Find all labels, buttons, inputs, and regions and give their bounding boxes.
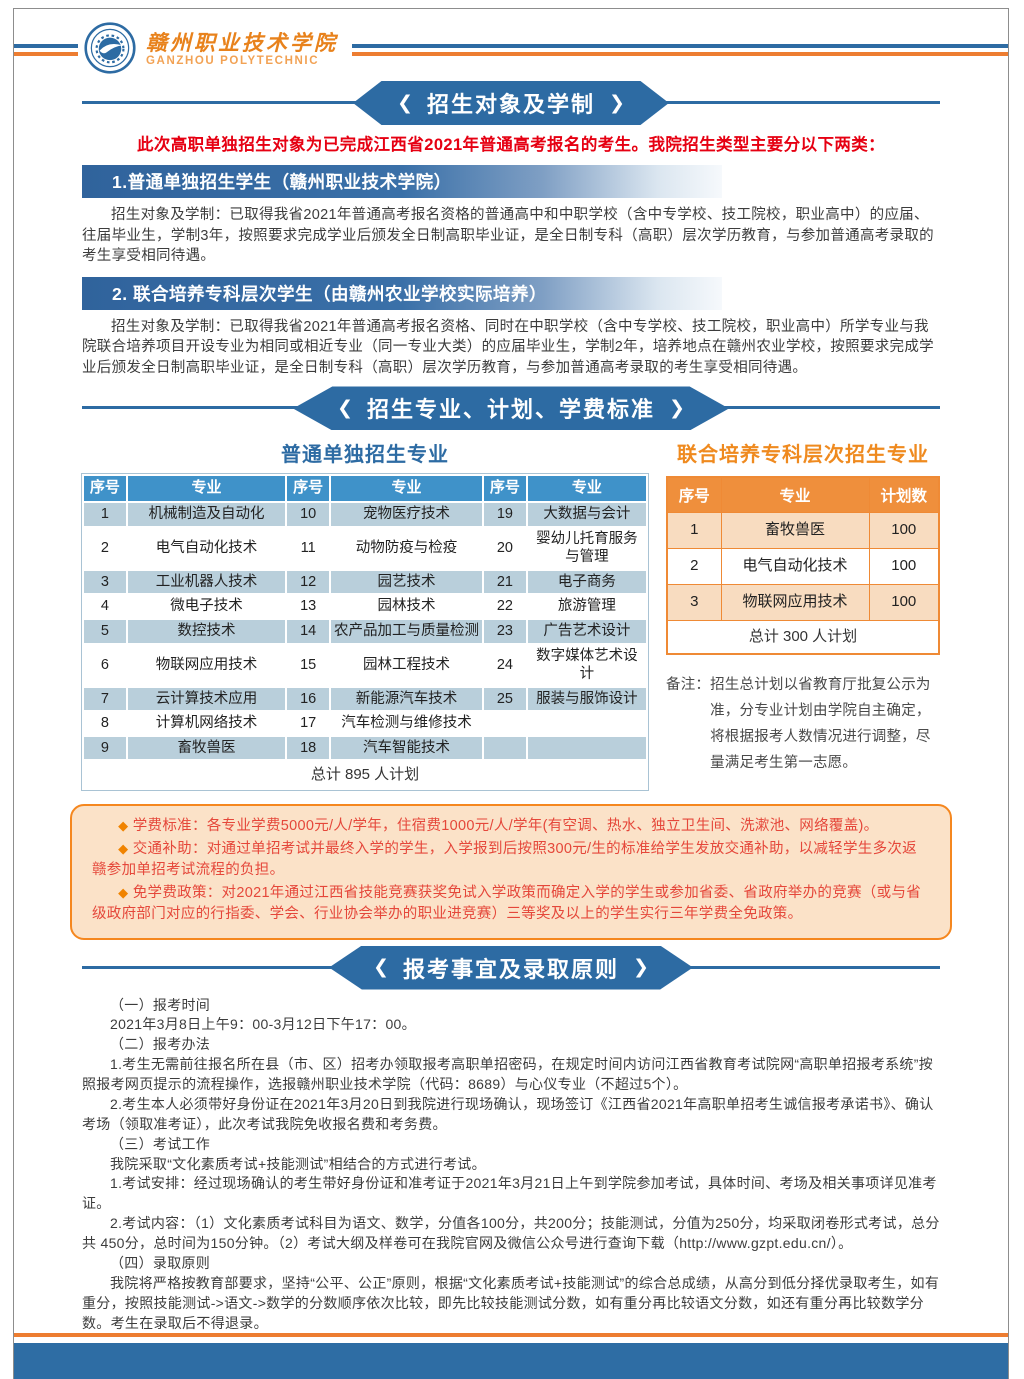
school-logo-icon (84, 21, 136, 79)
diamond-bullet-icon: ◆ (118, 885, 129, 901)
banner-majors-plan-fees: ❮ 招生专业、计划、学费标准 ❯ (82, 386, 940, 431)
school-name: 赣州职业技术学院 GANZHOU POLYTECHNIC (146, 32, 338, 68)
table-row: 1 畜牧兽医 100 (666, 512, 940, 550)
col-header: 序号 (482, 474, 528, 504)
banner-admission-targets: ❮ 招生对象及学制 ❯ (82, 81, 940, 125)
table-footer-row: 总计 895 人计划 (82, 759, 648, 791)
rules-paragraph: 2021年3月8日上午9：00-3月12日下午17：00。 (110, 1016, 416, 1033)
table-row: 6 物联网应用技术 15 园林工程技术 24 数字媒体艺术设计 (82, 642, 649, 688)
section-title: 招生对象及学制 (426, 92, 595, 117)
table-row: 9 畜牧兽医 18 汽车智能技术 (82, 734, 649, 762)
rules-paragraph: 1.考试安排：经过现场确认的考生带好身份证和准考证于2021年3月21日上午到学… (82, 1175, 937, 1212)
majors-area: 普通单独招生专业 序号 专业 序号 专业 序号 专业 (81, 436, 940, 792)
col-header: 计划数 (868, 476, 940, 514)
plan-note: 备注： 招生总计划以省教育厅批复公示为准，分专业计划由学院自主确定，将根据报考人… (666, 673, 940, 776)
table-header-row: 序号 专业 计划数 (666, 476, 940, 514)
note-label: 备注： (666, 677, 711, 694)
table-row: 7 云计算技术应用 16 新能源汽车技术 25 服装与服饰设计 (82, 685, 649, 713)
table-total: 总计 300 人计划 (666, 619, 940, 655)
diamond-bullet-icon: ◆ (118, 841, 129, 857)
chevron-right-icon: ❯ (609, 92, 625, 114)
school-name-cn: 赣州职业技术学院 (146, 32, 338, 56)
chevron-right-icon: ❯ (669, 397, 685, 419)
col-header: 专业 (329, 474, 485, 504)
school-name-en: GANZHOU POLYTECHNIC (146, 55, 320, 68)
header-rule-right (352, 44, 1008, 56)
col-header: 序号 (82, 474, 128, 504)
col-header: 序号 (285, 474, 332, 504)
table-row: 5 数控技术 14 农产品加工与质量检测 23 广告艺术设计 (82, 617, 649, 645)
table-row: 1 机械制造及自动化 10 宠物医疗技术 19 大数据与会计 (82, 501, 649, 528)
footer-orange-rule (14, 1333, 1008, 1338)
rules-paragraph: （一）报考时间 (110, 996, 211, 1013)
type2-header-bar: 2. 联合培养专科层次学生（由赣州农业学校实际培养） (82, 276, 722, 310)
table-row: 3 工业机器人技术 12 园艺技术 21 电子商务 (82, 568, 649, 596)
table-row: 8 计算机网络技术 17 汽车检测与维修技术 (82, 710, 649, 737)
joint-majors-table: 序号 专业 计划数 1 畜牧兽医 100 2 电气自动化技术 100 (666, 476, 940, 656)
rules-paragraph: 我院将严格按教育部要求，坚持“公平、公正”原则，根据“文化素质考试+技能测试”的… (82, 1274, 940, 1331)
rules-paragraph: （三）考试工作 (110, 1135, 211, 1152)
chevron-right-icon: ❯ (633, 957, 649, 978)
table-row: 4 微电子技术 13 园林技术 22 旅游管理 (82, 593, 649, 620)
chevron-left-icon: ❮ (337, 397, 353, 419)
general-majors-title: 普通单独招生专业 (281, 444, 449, 467)
type1-body: 招生对象及学制：已取得我省2021年普通高考报名资格的普通高中和中职学校（含中专… (82, 207, 934, 265)
application-rules-text: （一）报考时间 2021年3月8日上午9：00-3月12日下午17：00。 （二… (82, 996, 940, 1334)
joint-majors-column: 联合培养专科层次招生专业 序号 专业 计划数 1 畜牧兽医 100 (666, 436, 940, 790)
type1-header-bar: 1.普通单独招生学生（赣州职业技术学院） (82, 165, 722, 198)
table-header-row: 序号 专业 序号 专业 序号 专业 (82, 474, 649, 504)
col-header: 专业 (720, 476, 870, 514)
table-row: 2 电气自动化技术 11 动物防疫与检疫 20 婴幼儿托育服务与管理 (82, 525, 649, 571)
col-header: 专业 (525, 474, 649, 504)
rules-paragraph: （四）录取原则 (110, 1254, 211, 1271)
table-row: 2 电气自动化技术 100 (666, 548, 940, 585)
fee-item: ◆ 交通补助：对通过单招考试并最终入学的学生，入学报到后按照300元/生的标准给… (92, 841, 917, 879)
diamond-bullet-icon: ◆ (118, 818, 129, 834)
header-rule-left (14, 44, 78, 56)
rules-paragraph: 2.考生本人必须带好身份证在2021年3月20日到我院进行现场确认，现场签订《江… (82, 1095, 934, 1132)
note-body: 招生总计划以省教育厅批复公示为准，分专业计划由学院自主确定，将根据报考人数情况进… (710, 677, 931, 771)
general-majors-table: 序号 专业 序号 专业 序号 专业 1 机械制造及自动化 10 宠物医疗技术 19 大… (81, 473, 649, 792)
rules-paragraph: 我院采取“文化素质考试+技能测试”相结合的方式进行考试。 (110, 1155, 486, 1172)
col-header: 序号 (666, 476, 722, 514)
flyer-page: 赣州职业技术学院 GANZHOU POLYTECHNIC ❮ 招生对象及学制 ❯… (13, 8, 1009, 1379)
col-header: 专业 (125, 474, 288, 504)
rules-paragraph: （二）报考办法 (110, 1036, 211, 1053)
general-majors-column: 普通单独招生专业 序号 专业 序号 专业 序号 专业 (81, 436, 649, 792)
table-total: 总计 895 人计划 (82, 759, 648, 791)
rules-paragraph: 2.考试内容：（1）文化素质考试科目为语文、数学，分值各100分，共200分；技… (82, 1215, 940, 1251)
chevron-left-icon: ❮ (397, 92, 413, 114)
rules-paragraph: 1.考生无需前往报名所在县（市、区）招考办领取报考高职单招密码，在规定时间内访问… (82, 1056, 933, 1092)
table-row: 3 物联网应用技术 100 (666, 583, 940, 621)
section-title: 招生专业、计划、学费标准 (366, 397, 655, 423)
chevron-left-icon: ❮ (373, 957, 389, 978)
joint-majors-title: 联合培养专科层次招生专业 (677, 444, 929, 467)
intro-text: 此次高职单独招生对象为已完成江西省2021年普通高考报名的考生。我院招生类型主要… (136, 136, 886, 154)
table-footer-row: 总计 300 人计划 (666, 619, 940, 655)
footer-blue-bar (14, 1343, 1008, 1379)
page-footer (14, 1333, 1008, 1379)
section-title: 报考事宜及录取原则 (402, 956, 619, 982)
type2-body: 招生对象及学制：已取得我省2021年普通高考报名资格、同时在中职学校（含中专学校… (82, 318, 934, 376)
fee-item: ◆ 免学费政策：对2021年通过江西省技能竞赛获奖免试入学政策而确定入学的学生或… (92, 885, 922, 923)
fees-policy-box: ◆ 学费标准：各专业学费5000元/人/学年，住宿费1000元/人/学年(有空调… (70, 804, 952, 940)
banner-application-admission: ❮ 报考事宜及录取原则 ❯ (82, 945, 940, 990)
fee-item: ◆ 学费标准：各专业学费5000元/人/学年，住宿费1000元/人/学年(有空调… (118, 818, 879, 835)
header: 赣州职业技术学院 GANZHOU POLYTECHNIC (14, 21, 1008, 79)
